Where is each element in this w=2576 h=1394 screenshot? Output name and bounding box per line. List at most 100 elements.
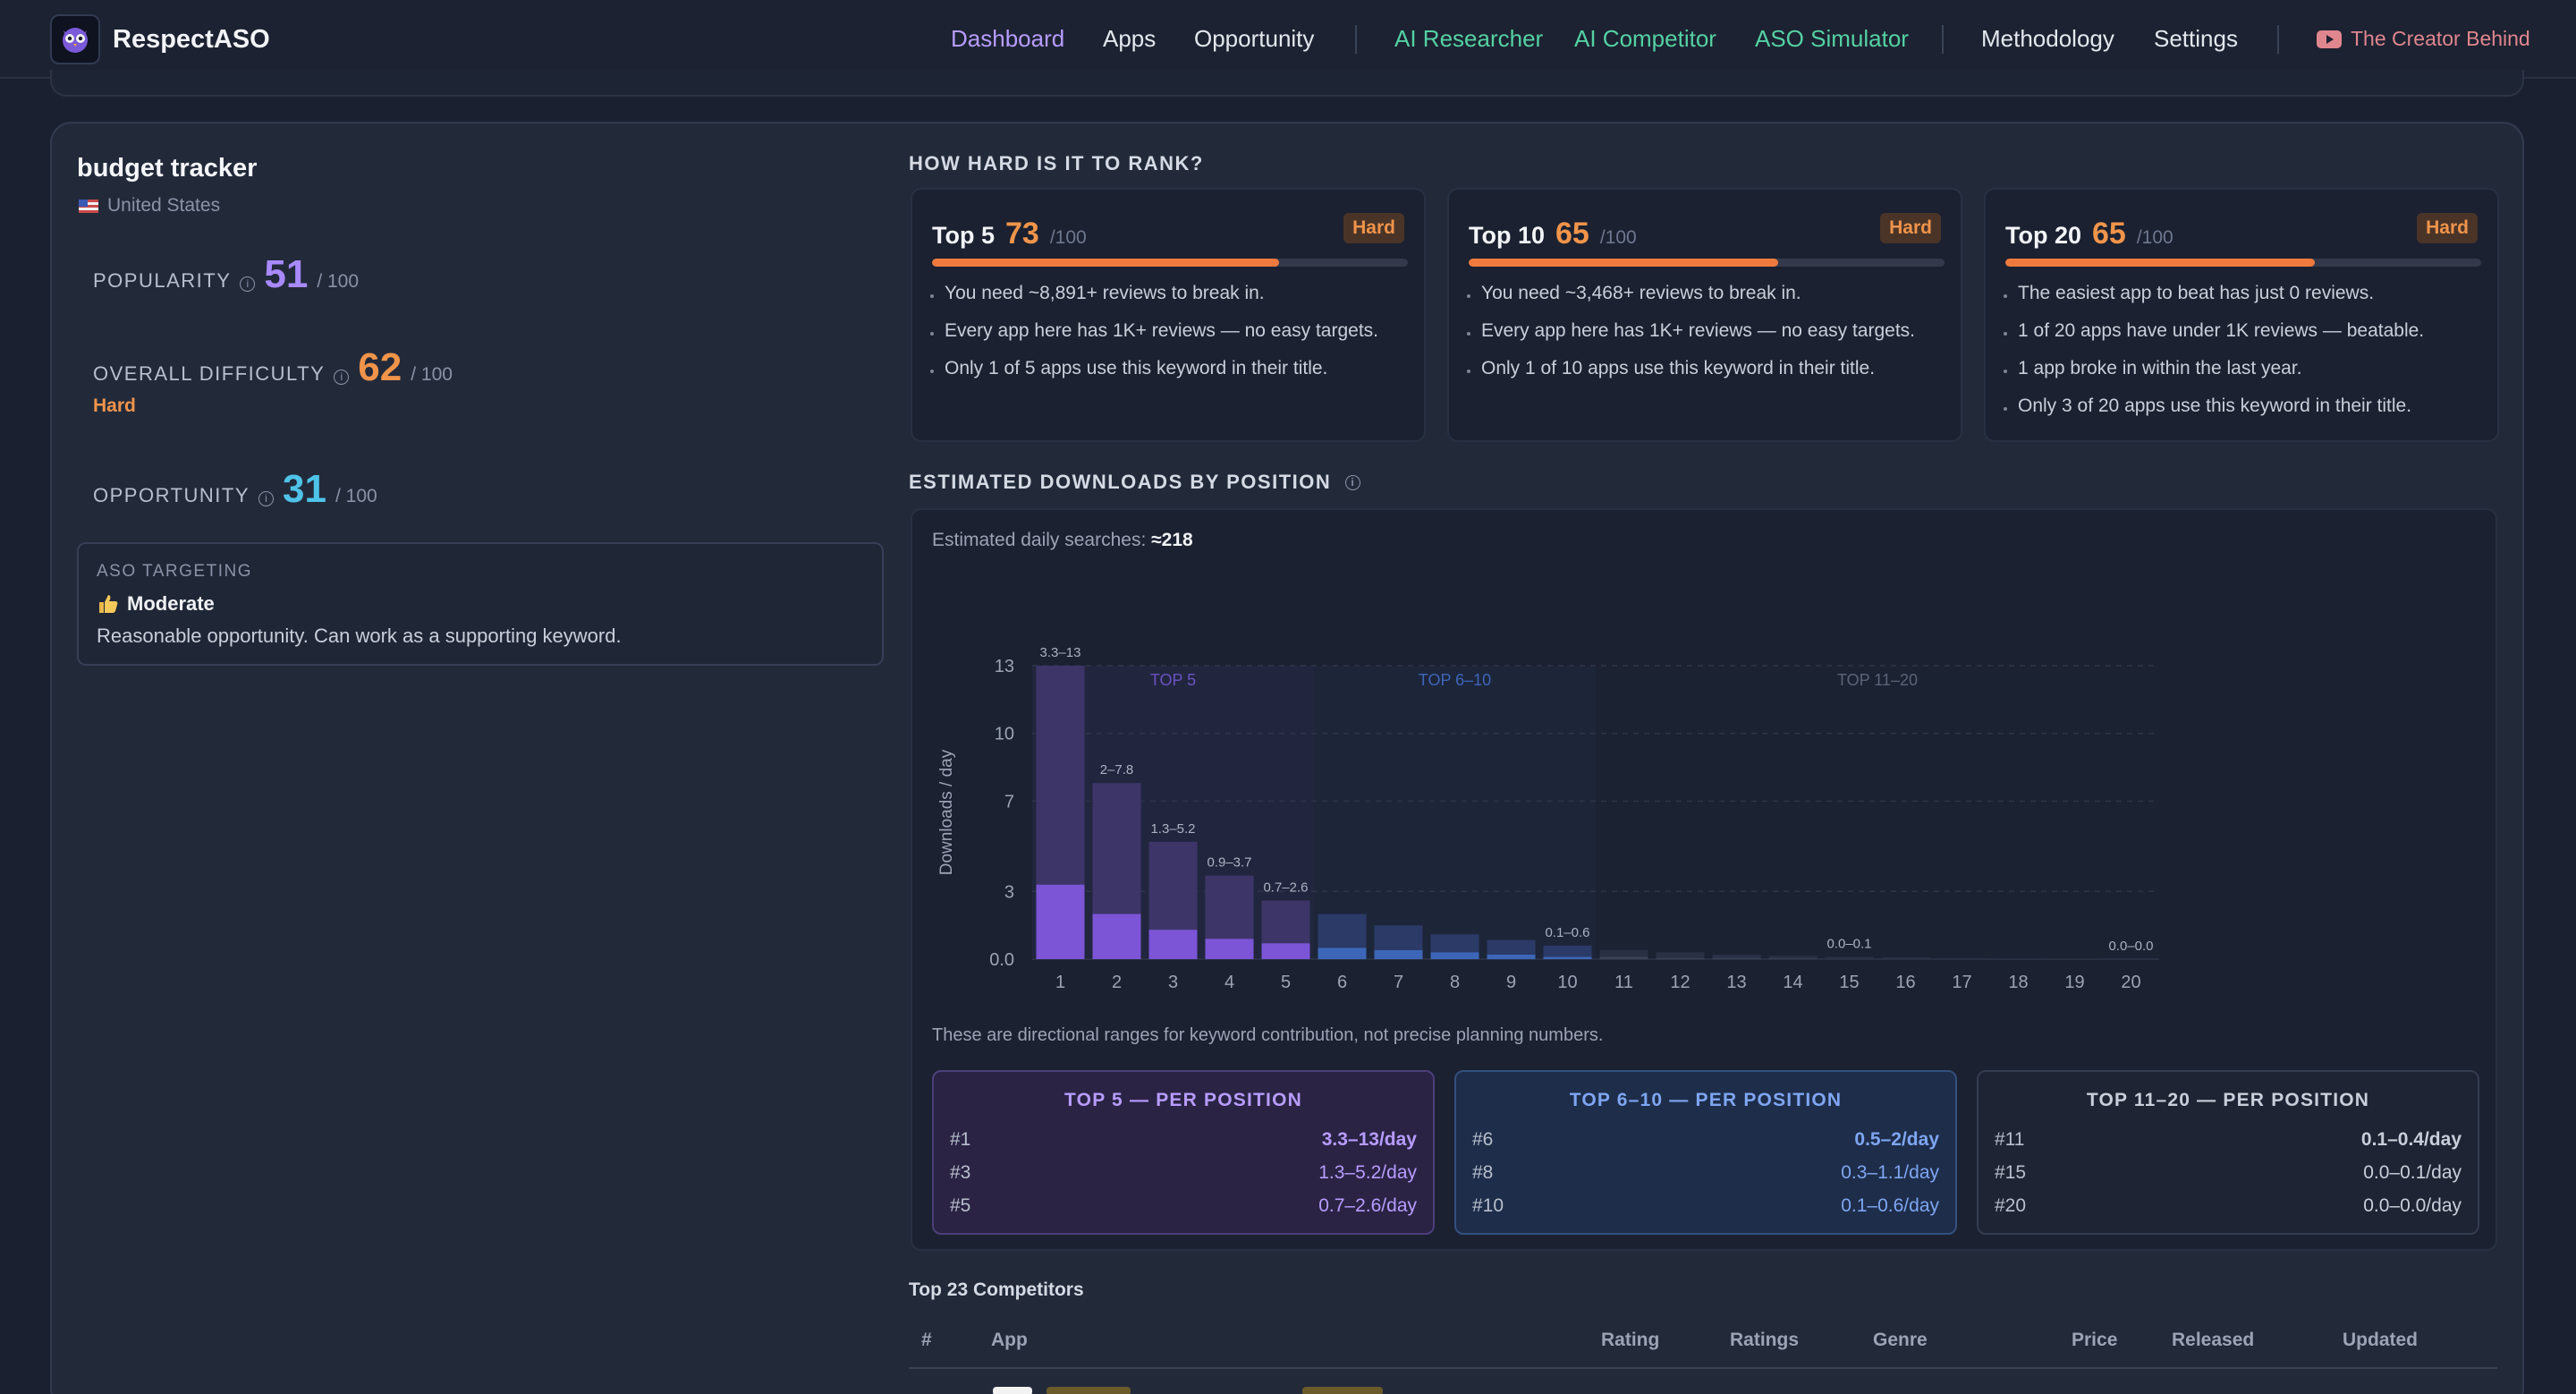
per-position-row: #11 0.1–0.4/day	[1995, 1129, 2462, 1151]
difficulty-progress-bar	[1469, 259, 1945, 267]
rank-card-line: 1 of 20 apps have under 1K reviews — bea…	[2004, 320, 2424, 358]
rank-card-title: Top 5 73 /100	[932, 217, 1087, 251]
position-label: #1	[950, 1129, 971, 1150]
nav-methodology[interactable]: Methodology	[1981, 25, 2114, 52]
x-tick-label: 9	[1506, 973, 1516, 992]
popularity-label: POPULARITY	[93, 269, 232, 292]
column-header-app[interactable]: App	[991, 1330, 1028, 1350]
band-label: TOP 6–10	[1419, 671, 1491, 689]
position-label: #8	[1472, 1162, 1494, 1183]
opportunity-label: OPPORTUNITY	[93, 484, 250, 506]
column-header-updated[interactable]: Updated	[2343, 1330, 2418, 1350]
per-position-row: #10 0.1–0.6/day	[1472, 1195, 1939, 1217]
popularity-suffix: / 100	[317, 271, 360, 292]
bar-conservative	[1092, 914, 1141, 959]
x-tick-label: 2	[1112, 973, 1122, 992]
difficulty-progress-bar	[932, 259, 1408, 267]
per-position-row: #20 0.0–0.0/day	[1995, 1195, 2462, 1217]
info-icon[interactable]: i	[334, 370, 350, 385]
aso-targeting-value: Moderate	[97, 592, 215, 616]
top-navigation: RespectASO Dashboard Apps Opportunity AI…	[0, 0, 2576, 79]
bar-conservative	[1205, 939, 1254, 959]
per-position-row: #5 0.7–2.6/day	[950, 1195, 1417, 1217]
per-position-box: TOP 11–20 — PER POSITION #11 0.1–0.4/day…	[1977, 1070, 2479, 1235]
previous-section-edge	[50, 70, 2524, 97]
y-tick-label: 7	[1004, 792, 1014, 812]
difficulty-metric: OVERALL DIFFICULTY i 62 / 100	[93, 345, 453, 390]
app-logo[interactable]	[50, 14, 100, 64]
bar-conservative	[1599, 956, 1648, 959]
position-value: 0.0–0.1/day	[2363, 1162, 2462, 1183]
x-tick-label: 12	[1670, 973, 1690, 992]
column-header-rank[interactable]: #	[921, 1330, 932, 1350]
x-tick-label: 14	[1783, 973, 1802, 992]
x-tick-label: 4	[1224, 973, 1234, 992]
brand-name[interactable]: RespectASO	[113, 25, 270, 54]
bar-optimistic	[1994, 958, 2043, 959]
nav-settings[interactable]: Settings	[2154, 25, 2238, 52]
aso-targeting-box: ASO TARGETING Moderate Reasonable opport…	[77, 542, 884, 666]
position-value: 0.5–2/day	[1854, 1129, 1939, 1150]
column-header-released[interactable]: Released	[2172, 1330, 2255, 1350]
difficulty-value: 62	[358, 345, 402, 389]
column-header-price[interactable]: Price	[2072, 1330, 2118, 1350]
keyword-title: budget tracker	[77, 154, 258, 183]
creator-link[interactable]: The Creator Behind	[2317, 27, 2530, 51]
nav-divider	[1355, 25, 1357, 54]
per-position-row: #8 0.3–1.1/day	[1472, 1162, 1939, 1184]
info-icon[interactable]: i	[258, 491, 275, 506]
rank-section-heading: HOW HARD IS IT TO RANK?	[909, 152, 1204, 175]
bar-data-label: 1.3–5.2	[1150, 821, 1195, 837]
rank-card-max: /100	[1599, 227, 1637, 248]
rank-card-line: Every app here has 1K+ reviews — no easy…	[930, 320, 1378, 358]
popularity-metric: POPULARITY i 51 / 100	[93, 252, 359, 297]
nav-ai-competitor[interactable]: AI Competitor	[1574, 25, 1716, 52]
x-tick-label: 18	[2008, 973, 2028, 992]
bar-optimistic	[2050, 958, 2099, 959]
bar-conservative	[1656, 957, 1705, 959]
per-position-title: TOP 5 — PER POSITION	[1064, 1090, 1302, 1110]
estimated-searches: Estimated daily searches: ≈218	[932, 530, 1193, 551]
bar-conservative	[1148, 930, 1198, 959]
per-position-row: #6 0.5–2/day	[1472, 1129, 1939, 1151]
difficulty-progress-fill	[2005, 259, 2315, 267]
rank-card-line: Only 1 of 5 apps use this keyword in the…	[930, 358, 1378, 395]
column-header-genre[interactable]: Genre	[1873, 1330, 1928, 1350]
per-position-box: TOP 6–10 — PER POSITION #6 0.5–2/day #8 …	[1454, 1070, 1957, 1235]
nav-ai-researcher[interactable]: AI Researcher	[1394, 25, 1544, 52]
nav-opportunity[interactable]: Opportunity	[1194, 25, 1315, 52]
nav-apps[interactable]: Apps	[1103, 25, 1157, 52]
bar-optimistic	[1712, 954, 1761, 959]
badge-peek	[1302, 1387, 1383, 1394]
column-header-ratings[interactable]: Ratings	[1730, 1330, 1800, 1350]
x-tick-label: 13	[1726, 973, 1746, 992]
creator-link-label: The Creator Behind	[2351, 27, 2530, 50]
chart-note: These are directional ranges for keyword…	[932, 1025, 1604, 1045]
aso-targeting-text: Moderate	[127, 592, 215, 615]
position-label: #5	[950, 1195, 971, 1216]
info-icon[interactable]: i	[240, 276, 256, 292]
per-position-row: #15 0.0–0.1/day	[1995, 1162, 2462, 1184]
app-icon-peek	[993, 1387, 1032, 1394]
us-flag-icon	[79, 199, 98, 213]
opportunity-value: 31	[283, 467, 326, 511]
difficulty-progress-fill	[1469, 259, 1778, 267]
column-header-rating[interactable]: Rating	[1601, 1330, 1660, 1350]
rank-card-score: 65	[2092, 217, 2126, 251]
rank-card-name: Top 20	[2005, 222, 2082, 249]
country-name: United States	[107, 195, 221, 216]
rank-card: Top 10 65 /100 Hard You need ~3,468+ rev…	[1447, 188, 1962, 442]
bar-conservative	[1374, 949, 1423, 959]
position-value: 3.3–13/day	[1321, 1129, 1417, 1150]
info-icon[interactable]: i	[1345, 474, 1361, 490]
y-tick-label: 13	[995, 657, 1014, 676]
bar-data-label: 0.1–0.6	[1545, 925, 1589, 940]
bar-conservative	[1768, 958, 1818, 959]
nav-aso-simulator[interactable]: ASO Simulator	[1755, 25, 1909, 52]
bar-data-label: 0.9–3.7	[1207, 855, 1251, 871]
nav-dashboard[interactable]: Dashboard	[951, 25, 1065, 52]
bar-data-label: 2–7.8	[1100, 762, 1134, 778]
x-tick-label: 19	[2064, 973, 2084, 992]
rank-card-name: Top 10	[1469, 222, 1546, 249]
popularity-value: 51	[264, 252, 309, 296]
